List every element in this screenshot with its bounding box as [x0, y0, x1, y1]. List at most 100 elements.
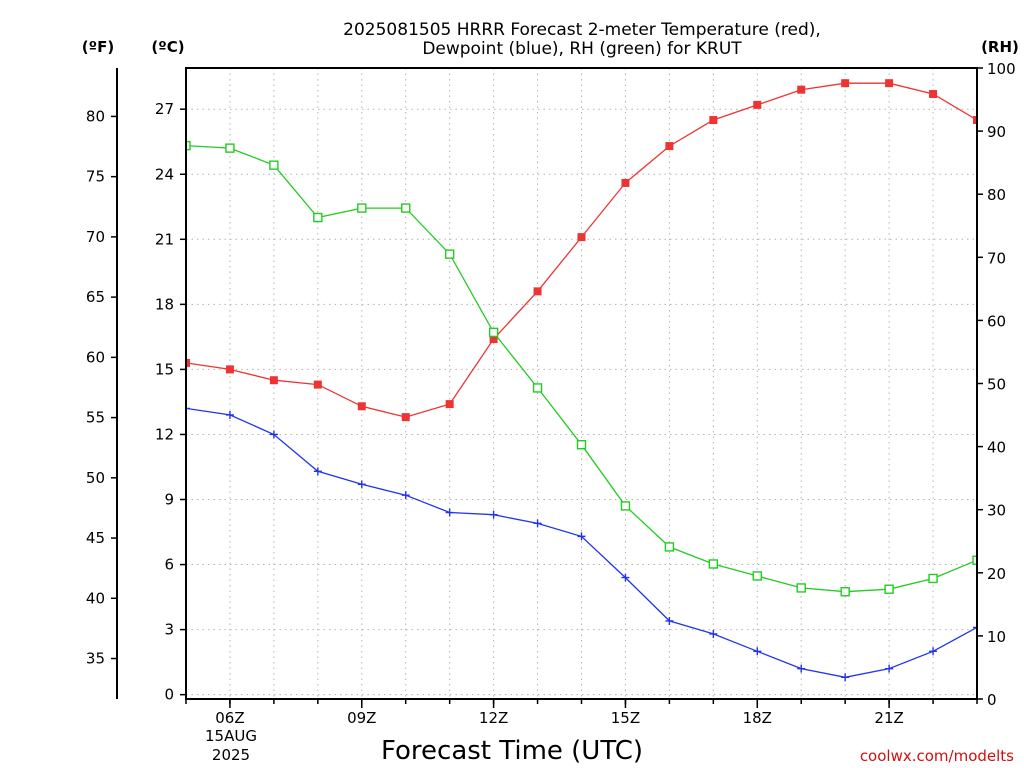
rh-unit-label: (RH)	[981, 38, 1019, 56]
rh-tick-label: 100	[987, 60, 1016, 78]
temperature-point	[753, 100, 762, 109]
dewpoint-point	[885, 664, 894, 673]
dewpoint-point	[753, 647, 762, 656]
dewpoint-point	[357, 480, 366, 489]
dewpoint-point	[797, 664, 806, 673]
grid	[186, 68, 977, 699]
celsius-tick-label: 9	[164, 491, 174, 509]
rh-tick-label: 70	[987, 249, 1006, 267]
rh-point	[928, 573, 938, 584]
rh-tick-label: 40	[987, 439, 1006, 457]
rh-point	[664, 542, 675, 552]
x-date-line-2: 2025	[212, 746, 250, 764]
temperature-series	[186, 79, 977, 422]
temperature-point	[445, 400, 454, 409]
rh-tick-label: 60	[987, 312, 1006, 330]
temperature-point	[665, 142, 674, 151]
temperature-point	[489, 335, 498, 344]
dewpoint-point	[269, 430, 278, 439]
rh-tick-label: 80	[987, 186, 1006, 204]
fahrenheit-tick-label: 55	[86, 409, 105, 427]
rh-point	[532, 383, 543, 393]
dewpoint-point	[929, 647, 938, 656]
celsius-tick-label: 24	[155, 165, 174, 183]
rh-point	[884, 584, 894, 594]
series-layer	[186, 79, 977, 682]
fahrenheit-tick-label: 70	[86, 228, 105, 246]
rh-point	[708, 559, 719, 569]
rh-point	[576, 440, 587, 450]
x-axis-label: Forecast Time (UTC)	[381, 736, 643, 766]
dewpoint-point	[313, 467, 322, 476]
dewpoint-point	[445, 508, 454, 517]
dewpoint-point	[841, 673, 850, 682]
chart-title-line2: Dewpoint (blue), RH (green) for KRUT	[422, 39, 742, 59]
temperature-point	[797, 85, 806, 94]
celsius-tick-label: 18	[155, 295, 174, 313]
temperature-point	[313, 380, 322, 389]
dewpoint-point	[533, 519, 542, 528]
rh-point	[225, 143, 235, 153]
rh-point	[840, 587, 850, 597]
rh-series	[186, 140, 977, 597]
temperature-point	[709, 116, 718, 125]
chart-title-line1: 2025081505 HRRR Forecast 2-meter Tempera…	[343, 20, 821, 40]
rh-tick-label: 90	[987, 123, 1006, 141]
rh-point	[488, 327, 499, 338]
dewpoint-point	[186, 404, 190, 413]
dewpoint-point	[973, 623, 977, 632]
rh-point	[401, 203, 411, 213]
dewpoint-point	[577, 532, 586, 541]
dewpoint-point	[709, 629, 718, 638]
rh-point	[186, 140, 191, 151]
fahrenheit-tick-label: 65	[86, 288, 105, 306]
rh-tick-label: 30	[987, 502, 1006, 520]
celsius-tick-label: 12	[155, 425, 174, 443]
temperature-point	[225, 365, 234, 374]
temperature-point	[186, 358, 190, 367]
dewpoint-point	[225, 410, 234, 419]
fahrenheit-tick-label: 75	[86, 168, 105, 186]
fahrenheit-tick-label: 50	[86, 469, 105, 487]
fahrenheit-tick-label: 60	[86, 348, 105, 366]
temperature-point	[577, 233, 586, 242]
rh-tick-label: 20	[987, 565, 1006, 583]
rh-tick-label: 0	[987, 691, 997, 709]
celsius-tick-label: 15	[155, 360, 174, 378]
x-tick-label: 15Z	[611, 709, 640, 727]
rh-point	[269, 160, 279, 170]
celsius-tick-label: 21	[155, 230, 174, 248]
dewpoint-point	[665, 616, 674, 625]
dewpoint-point	[401, 491, 410, 500]
rh-point	[972, 555, 977, 565]
x-date-line-1: 15AUG	[205, 727, 257, 745]
x-tick-label: 09Z	[347, 709, 376, 727]
temperature-point	[533, 287, 542, 296]
fahrenheit-tick-label: 45	[86, 529, 105, 547]
rh-point	[796, 583, 806, 593]
celsius-tick-label: 3	[164, 621, 174, 639]
x-tick-label: 06Z	[215, 709, 244, 727]
celsius-tick-label: 27	[155, 100, 174, 118]
temperature-point	[357, 402, 366, 411]
celsius-unit-label: (ºC)	[151, 38, 184, 56]
temperature-point	[841, 79, 850, 88]
dewpoint-point	[621, 573, 630, 582]
fahrenheit-tick-label: 80	[86, 107, 105, 125]
celsius-tick-label: 6	[164, 556, 174, 574]
temperature-point	[269, 376, 278, 385]
x-tick-label: 18Z	[743, 709, 772, 727]
temperature-point	[929, 90, 938, 99]
temperature-point	[973, 116, 977, 125]
x-tick-label: 12Z	[479, 709, 508, 727]
celsius-tick-label: 0	[164, 686, 174, 704]
fahrenheit-tick-label: 40	[86, 589, 105, 607]
rh-point	[444, 249, 455, 259]
fahrenheit-unit-label: (ºF)	[82, 38, 114, 56]
temperature-point	[401, 413, 410, 422]
rh-tick-label: 10	[987, 628, 1006, 646]
dewpoint-point	[489, 510, 498, 519]
rh-point	[357, 203, 367, 213]
rh-point	[620, 501, 631, 511]
